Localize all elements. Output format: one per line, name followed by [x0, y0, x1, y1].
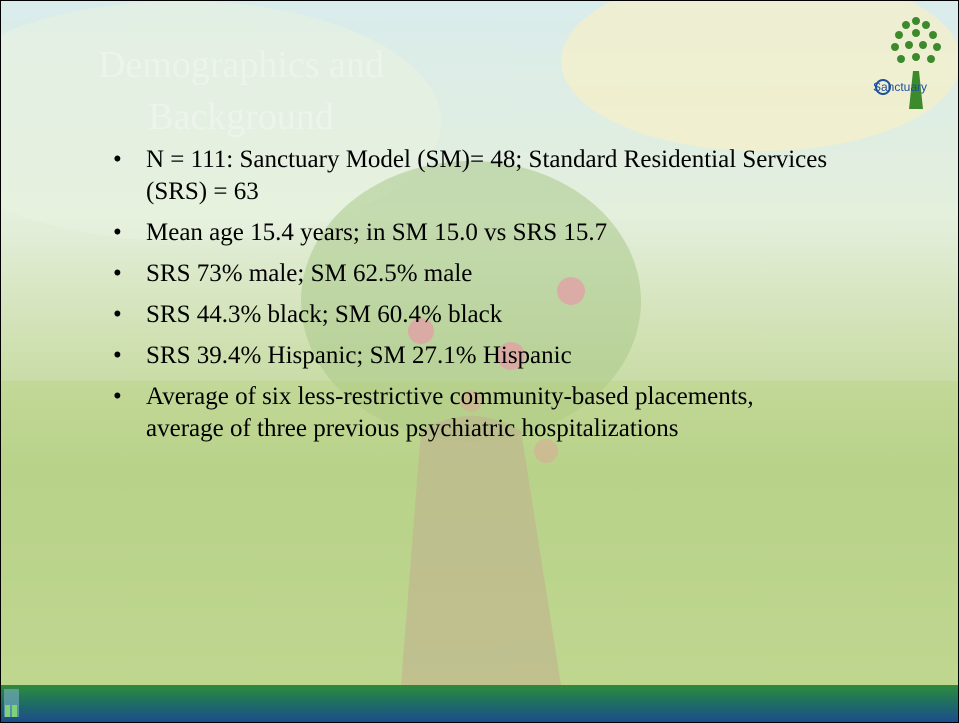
- logo-text: Sanctuary: [873, 80, 927, 94]
- logo: Sanctuary: [871, 9, 959, 114]
- bullet-list: N = 111: Sanctuary Model (SM)= 48; Stand…: [113, 144, 833, 454]
- bullet: SRS 73% male; SM 62.5% male: [113, 258, 833, 290]
- bullet: N = 111: Sanctuary Model (SM)= 48; Stand…: [113, 144, 833, 208]
- footer-band: [1, 685, 958, 722]
- bullet: SRS 39.4% Hispanic; SM 27.1% Hispanic: [113, 340, 833, 372]
- slide-title: Demographics and Background: [56, 39, 426, 143]
- slide: Demographics and Background Sanctuary N …: [0, 0, 959, 723]
- bullet: Mean age 15.4 years; in SM 15.0 vs SRS 1…: [113, 217, 833, 249]
- bullet: Average of six less-restrictive communit…: [113, 381, 833, 445]
- bullet: SRS 44.3% black; SM 60.4% black: [113, 299, 833, 331]
- footer-logo: [3, 687, 21, 720]
